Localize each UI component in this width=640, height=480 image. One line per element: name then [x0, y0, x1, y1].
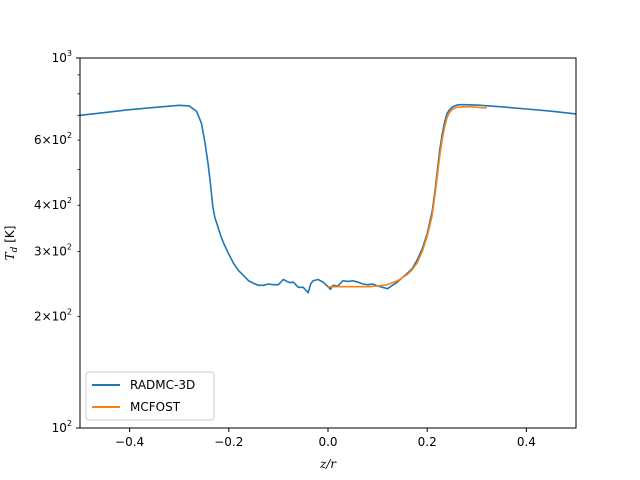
- x-tick-label: 0.2: [418, 435, 437, 449]
- x-axis-label: z/r: [319, 457, 337, 471]
- series-layer: [79, 103, 577, 294]
- x-tick-label: −0.4: [115, 435, 144, 449]
- legend-label-mcfost: MCFOST: [130, 400, 181, 414]
- legend: RADMC-3D MCFOST: [85, 371, 215, 421]
- y-tick-label: 102: [52, 419, 72, 435]
- x-axis: −0.4 −0.2 0.0 0.2 0.4: [115, 428, 536, 449]
- y-tick-label: 4×102: [34, 196, 72, 212]
- y-axis: 102 103 2×102 3×102 4×102 6×102: [34, 49, 80, 435]
- y-tick-label: 6×102: [34, 131, 72, 147]
- y-tick-label: 3×102: [34, 242, 72, 258]
- y-tick-label: 2×102: [34, 308, 72, 324]
- series-line-mcfost: [328, 106, 487, 288]
- x-tick-label: 0.0: [318, 435, 337, 449]
- x-tick-label: −0.2: [214, 435, 243, 449]
- x-tick-label: 0.4: [517, 435, 536, 449]
- y-tick-label: 103: [52, 49, 72, 65]
- legend-label-radmc: RADMC-3D: [130, 378, 195, 392]
